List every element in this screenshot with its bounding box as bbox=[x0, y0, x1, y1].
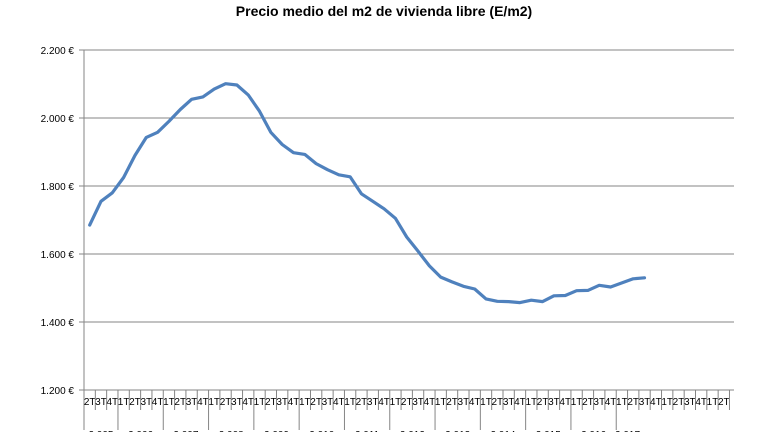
x-tick-label: 4T bbox=[378, 397, 390, 408]
chart-title: Precio medio del m2 de vivienda libre (E… bbox=[235, 3, 533, 19]
x-tick-label: 1T bbox=[616, 397, 628, 408]
x-tick-label: 1T bbox=[435, 397, 447, 408]
x-tick-label: 1T bbox=[390, 397, 402, 408]
x-tick-label: 3T bbox=[412, 397, 424, 408]
x-tick-label: 4T bbox=[695, 397, 707, 408]
x-tick-label: 1T bbox=[661, 397, 673, 408]
x-tick-label: 3T bbox=[322, 397, 334, 408]
x-tick-label: 1T bbox=[480, 397, 492, 408]
x-tick-label: 1T bbox=[525, 397, 537, 408]
x-tick-label: 3T bbox=[503, 397, 515, 408]
x-tick-label: 2T bbox=[84, 397, 96, 408]
x-tick-label: 4T bbox=[197, 397, 209, 408]
x-tick-label: 3T bbox=[639, 397, 651, 408]
x-tick-label: 2T bbox=[310, 397, 322, 408]
x-tick-label: 1T bbox=[163, 397, 175, 408]
x-tick-label: 4T bbox=[106, 397, 118, 408]
x-tick-label: 3T bbox=[231, 397, 243, 408]
x-tick-label: 2T bbox=[446, 397, 458, 408]
x-tick-label: 3T bbox=[276, 397, 288, 408]
x-tick-label: 2T bbox=[220, 397, 232, 408]
x-tick-label: 2T bbox=[491, 397, 503, 408]
x-tick-label: 3T bbox=[548, 397, 560, 408]
x-tick-label: 3T bbox=[140, 397, 152, 408]
y-tick-label: 1.600 € bbox=[41, 250, 75, 261]
x-tick-label: 4T bbox=[333, 397, 345, 408]
x-tick-label: 1T bbox=[707, 397, 719, 408]
x-tick-label: 4T bbox=[288, 397, 300, 408]
x-tick-label: 2T bbox=[582, 397, 594, 408]
x-tick-label: 4T bbox=[469, 397, 481, 408]
x-tick-label: 4T bbox=[605, 397, 617, 408]
x-tick-label: 2T bbox=[174, 397, 186, 408]
x-tick-label: 3T bbox=[367, 397, 379, 408]
x-tick-label: 1T bbox=[254, 397, 266, 408]
x-tick-label: 4T bbox=[424, 397, 436, 408]
y-tick-label: 1.800 € bbox=[41, 182, 75, 193]
x-tick-label: 3T bbox=[95, 397, 107, 408]
x-tick-label: 4T bbox=[559, 397, 571, 408]
x-tick-label: 2T bbox=[265, 397, 277, 408]
x-tick-label: 2T bbox=[673, 397, 685, 408]
x-tick-label: 1T bbox=[299, 397, 311, 408]
x-tick-label: 4T bbox=[242, 397, 254, 408]
y-tick-label: 1.400 € bbox=[41, 318, 75, 329]
x-tick-label: 1T bbox=[118, 397, 130, 408]
x-tick-label: 2T bbox=[401, 397, 413, 408]
x-tick-label: 3T bbox=[684, 397, 696, 408]
x-tick-label: 1T bbox=[344, 397, 356, 408]
y-tick-label: 1.200 € bbox=[41, 386, 75, 397]
x-tick-label: 3T bbox=[186, 397, 198, 408]
x-tick-label: 2T bbox=[627, 397, 639, 408]
series-line bbox=[88, 82, 647, 305]
y-tick-label: 2.200 € bbox=[41, 46, 75, 57]
x-tick-label: 2T bbox=[537, 397, 549, 408]
x-tick-label: 4T bbox=[152, 397, 164, 408]
x-tick-label: 2T bbox=[129, 397, 141, 408]
x-tick-label: 4T bbox=[514, 397, 526, 408]
x-tick-label: 2T bbox=[718, 397, 730, 408]
x-tick-label: 2T bbox=[356, 397, 368, 408]
x-tick-label: 3T bbox=[458, 397, 470, 408]
x-tick-label: 1T bbox=[208, 397, 220, 408]
x-tick-label: 3T bbox=[593, 397, 605, 408]
x-tick-label: 1T bbox=[571, 397, 583, 408]
x-tick-label: 4T bbox=[650, 397, 662, 408]
y-tick-label: 2.000 € bbox=[41, 114, 75, 125]
